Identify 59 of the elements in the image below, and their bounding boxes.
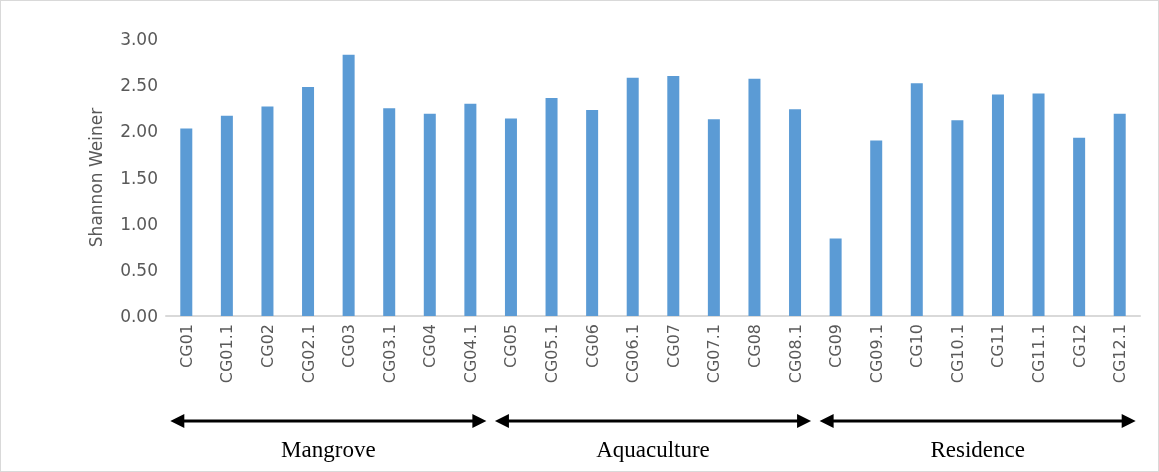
- y-tick-label: 3.00: [120, 29, 158, 49]
- x-tick-label: CG12.1: [1110, 324, 1130, 384]
- x-tick-label: CG03: [339, 324, 359, 368]
- bar: [870, 140, 883, 316]
- x-tick-label: CG09.1: [866, 324, 886, 384]
- bar: [302, 87, 315, 316]
- text: Aquaculture: [596, 437, 710, 463]
- x-tick-label: CG10: [907, 324, 927, 368]
- x-tick-label: CG05: [501, 324, 521, 368]
- x-tick-label: CG11: [988, 324, 1008, 368]
- x-tick-label: CG10.1: [947, 324, 967, 384]
- x-tick-label: CG11.1: [1029, 324, 1049, 384]
- y-tick-label: 2.50: [120, 75, 158, 96]
- bar: [383, 108, 396, 316]
- x-tick-label: CG03.1: [379, 324, 399, 384]
- bar: [545, 98, 558, 316]
- x-tick-label: CG05.1: [542, 324, 562, 384]
- bar: [464, 103, 477, 316]
- bar: [1032, 93, 1045, 316]
- bar: [342, 54, 355, 316]
- bar: [180, 128, 193, 316]
- text: Residence: [930, 437, 1025, 463]
- x-tick-label: CG07: [663, 324, 683, 368]
- bar: [707, 119, 720, 316]
- bar: [586, 110, 599, 316]
- y-tick-label: 1.50: [120, 167, 158, 188]
- bar: [626, 77, 639, 316]
- bar: [1073, 137, 1086, 316]
- x-tick-label: CG01: [176, 324, 196, 368]
- x-tick-label: CG01.1: [217, 324, 237, 384]
- y-tick-label: 0.50: [120, 259, 158, 280]
- bar: [748, 78, 761, 316]
- x-tick-label: CG09: [826, 324, 846, 368]
- bar: [504, 118, 517, 316]
- y-tick-label: 1.00: [120, 213, 158, 234]
- bar: [910, 83, 923, 316]
- y-axis-title: Shannon Weiner: [85, 107, 106, 248]
- bar: [220, 115, 233, 316]
- x-tick-label: CG12: [1069, 324, 1089, 368]
- bar: [261, 106, 274, 316]
- bar: [789, 109, 802, 316]
- bar: [1113, 113, 1126, 316]
- y-tick-label: 0.00: [120, 306, 158, 326]
- x-tick-label: CG08.1: [785, 324, 805, 384]
- x-tick-label: CG04.1: [460, 324, 480, 384]
- bar: [829, 238, 842, 316]
- x-tick-label: CG02.1: [298, 324, 318, 384]
- bar: [667, 75, 680, 316]
- bar: [991, 94, 1004, 316]
- x-tick-label: CG07.1: [704, 324, 724, 384]
- text: Mangrove: [281, 437, 376, 463]
- y-tick-label: 2.00: [120, 121, 158, 142]
- bar: [951, 120, 964, 316]
- bar: [423, 113, 436, 316]
- x-tick-label: CG06.1: [623, 324, 643, 384]
- x-tick-label: CG06: [582, 324, 602, 368]
- x-tick-label: CG02: [257, 324, 277, 368]
- x-tick-label: CG08: [744, 324, 764, 368]
- x-tick-label: CG04: [420, 324, 440, 368]
